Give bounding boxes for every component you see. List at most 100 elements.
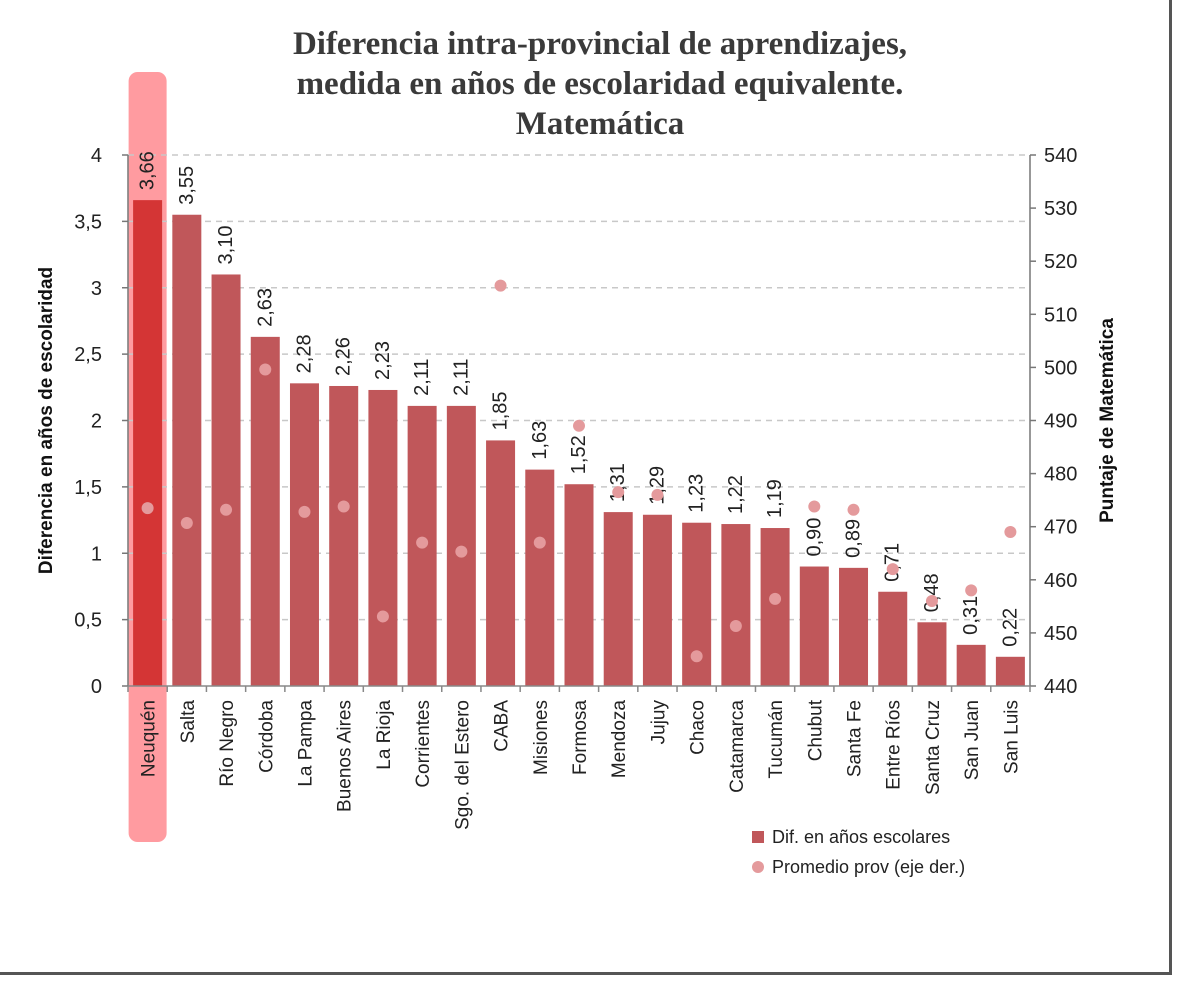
x-tick-label: Chubut (805, 699, 826, 761)
bar (956, 644, 986, 686)
bar (486, 440, 516, 686)
bar (995, 656, 1025, 686)
x-tick-label: Mendoza (609, 700, 630, 779)
bar (368, 389, 398, 686)
bar-value-label: 3,55 (176, 166, 198, 205)
y2-tick-label: 450 (1044, 623, 1077, 645)
x-tick-label: Formosa (570, 700, 591, 775)
y2-tick-label: 540 (1044, 145, 1077, 167)
bar-value-label: 2,11 (450, 358, 472, 395)
scatter-point (769, 592, 782, 605)
bar-value-label: 3,66 (137, 151, 159, 190)
x-tick-label: Tucumán (766, 700, 787, 779)
x-tick-label: Santa Fe (845, 700, 866, 777)
bar (525, 469, 555, 686)
x-tick-label: Corrientes (413, 700, 434, 788)
y-tick-label: 3,5 (74, 211, 102, 233)
scatter-point (494, 279, 507, 292)
x-tick-label: La Rioja (374, 700, 395, 770)
bar (172, 214, 202, 687)
scatter-point (1004, 526, 1017, 539)
x-tick-label: Córdoba (256, 700, 277, 773)
scatter-point (651, 488, 664, 501)
bar-value-label: 1,85 (490, 391, 512, 430)
scatter-point (690, 650, 703, 663)
scatter-point (416, 536, 429, 549)
x-tick-label: San Luis (1001, 700, 1022, 774)
bar (289, 383, 319, 686)
bar-value-label: 2,28 (293, 334, 315, 373)
bar (839, 567, 869, 686)
x-tick-label: San Juan (962, 700, 983, 780)
bar-value-label: 0,71 (882, 543, 904, 582)
x-tick-label: Jujuy (648, 700, 669, 745)
scatter-point (847, 503, 860, 516)
chart-title-line-2: medida en años de escolaridad equivalent… (296, 66, 904, 102)
bar (917, 622, 947, 686)
x-tick-label: La Pampa (295, 700, 316, 787)
bar-value-label: 2,11 (411, 358, 433, 395)
y2-tick-label: 470 (1044, 517, 1077, 539)
y2-tick-label: 460 (1044, 570, 1077, 592)
chart-title-line-3: Matemática (515, 106, 685, 142)
y2-tick-label: 440 (1044, 676, 1077, 698)
scatter-point (259, 363, 272, 376)
legend-bar-swatch-icon (752, 831, 764, 843)
bar-value-label: 0,90 (803, 518, 825, 557)
y2-axis-title: Puntaje de Matemática (1097, 318, 1118, 523)
y-tick-label: 2 (91, 411, 102, 433)
legend-item-bars: Dif. en años escolares (752, 822, 965, 852)
bar-value-label: 1,19 (764, 479, 786, 518)
y2-tick-label: 520 (1044, 251, 1077, 273)
bar (329, 385, 359, 686)
y2-tick-label: 510 (1044, 304, 1077, 326)
legend-item-dots: Promedio prov (eje der.) (752, 852, 965, 882)
x-tick-label: Buenos Aires (335, 700, 356, 812)
bar (211, 274, 241, 686)
y-tick-label: 0 (91, 676, 102, 698)
x-tick-label: Misiones (531, 700, 552, 775)
scatter-point (141, 502, 154, 515)
y-tick-label: 4 (91, 145, 102, 167)
bar-value-label: 1,23 (686, 474, 708, 513)
bar (603, 512, 633, 686)
bar-value-label: 3,10 (215, 226, 237, 265)
x-tick-label: Salta (178, 700, 199, 744)
bar (799, 566, 829, 686)
scatter-point (180, 516, 193, 529)
legend-label-bars: Dif. en años escolares (772, 826, 951, 847)
bar-value-label: 0,89 (843, 519, 865, 558)
bar-value-label: 2,63 (254, 288, 276, 327)
x-tick-label: Santa Cruz (923, 700, 944, 795)
x-tick-label: Neuquén (139, 700, 160, 777)
y2-tick-label: 500 (1044, 357, 1077, 379)
scatter-point (573, 419, 585, 432)
bar-value-label: 1,22 (725, 475, 747, 514)
y-tick-label: 3 (91, 278, 102, 300)
scatter-point (337, 500, 350, 513)
bar (564, 484, 594, 686)
scatter-point (455, 545, 468, 558)
bar-value-label: 2,23 (372, 341, 394, 380)
bar (721, 524, 751, 686)
scatter-point (965, 584, 978, 597)
y-tick-label: 1,5 (74, 477, 102, 499)
bar-value-label: 0,31 (960, 596, 982, 635)
legend: Dif. en años escolares Promedio prov (ej… (752, 822, 965, 882)
x-tick-label: CABA (492, 700, 513, 752)
bar (133, 200, 163, 686)
bar-value-label: 2,26 (333, 337, 355, 376)
legend-dot-swatch-icon (752, 861, 764, 873)
scatter-point (376, 610, 389, 623)
y2-tick-label: 530 (1044, 198, 1077, 220)
chart-title-line-1: Diferencia intra-provincial de aprendiza… (292, 26, 908, 62)
chart-title: Diferencia intra-provincial de aprendiza… (150, 24, 1050, 144)
x-tick-label: Chaco (688, 700, 709, 755)
x-tick-label: Catamarca (727, 700, 748, 793)
x-tick-label: Río Negro (217, 700, 238, 787)
x-tick-label: Sgo. del Estero (452, 700, 473, 830)
scatter-point (298, 505, 311, 518)
bar (250, 336, 280, 686)
x-tick-label: Entre Ríos (884, 700, 905, 790)
